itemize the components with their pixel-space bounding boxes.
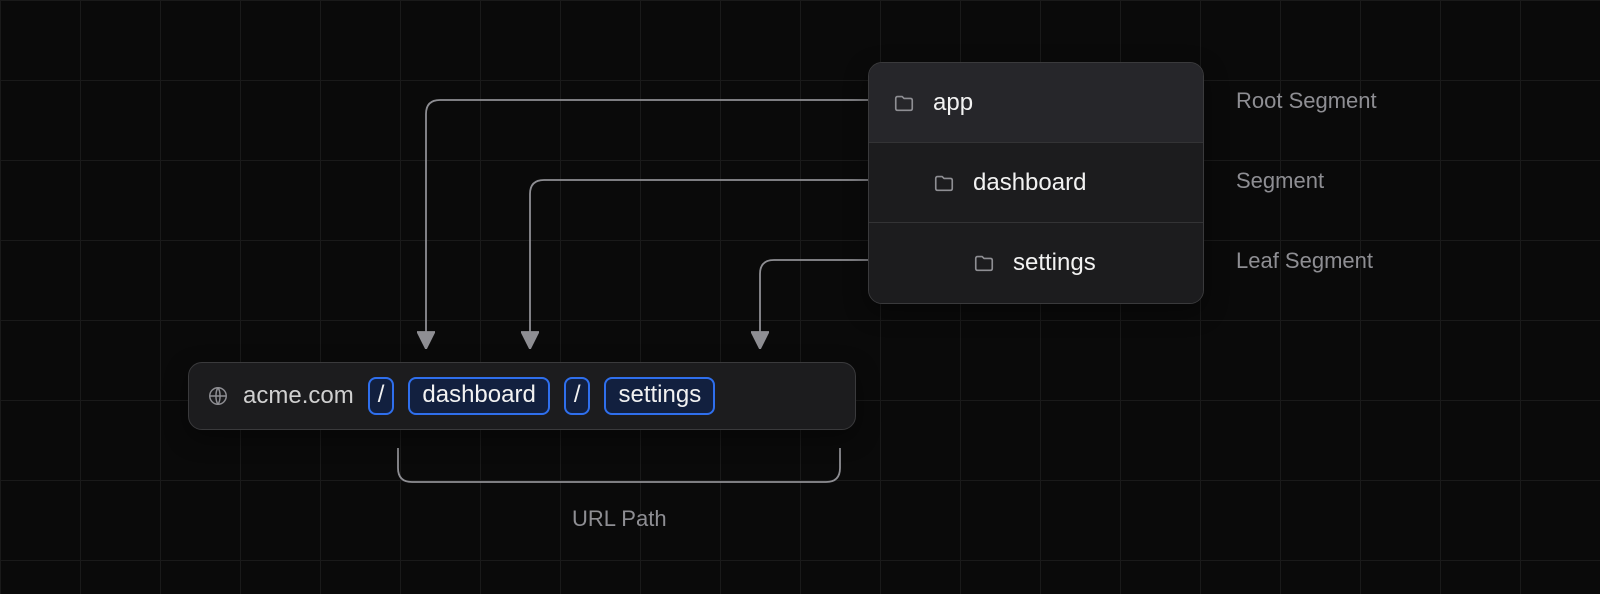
folder-name: settings [1013,249,1096,277]
connector-arrow-2 [760,260,868,340]
url-segment-token: settings [604,377,715,416]
url-bar: acme.com / dashboard / settings [188,362,856,430]
folder-icon [973,252,995,274]
url-separator-token: / [564,377,591,416]
folder-icon [893,92,915,114]
folder-row-dashboard: dashboard [869,143,1203,223]
folder-tree-panel: app dashboard settings [868,62,1204,304]
url-separator-token: / [368,377,395,416]
folder-row-app: app [869,63,1203,143]
folder-row-settings: settings [869,223,1203,303]
connector-arrow-1 [530,180,868,340]
url-domain: acme.com [243,382,354,410]
url-segment-token: dashboard [408,377,549,416]
url-path-label: URL Path [572,506,667,532]
segment-type-label: Root Segment [1236,88,1377,114]
segment-type-label: Segment [1236,168,1324,194]
folder-name: app [933,89,973,117]
globe-icon [207,385,229,407]
folder-name: dashboard [973,169,1086,197]
diagram-canvas: app dashboard settings Root Segment Segment… [0,0,1600,594]
connector-arrow-0 [426,100,868,340]
folder-icon [933,172,955,194]
segment-type-label: Leaf Segment [1236,248,1373,274]
